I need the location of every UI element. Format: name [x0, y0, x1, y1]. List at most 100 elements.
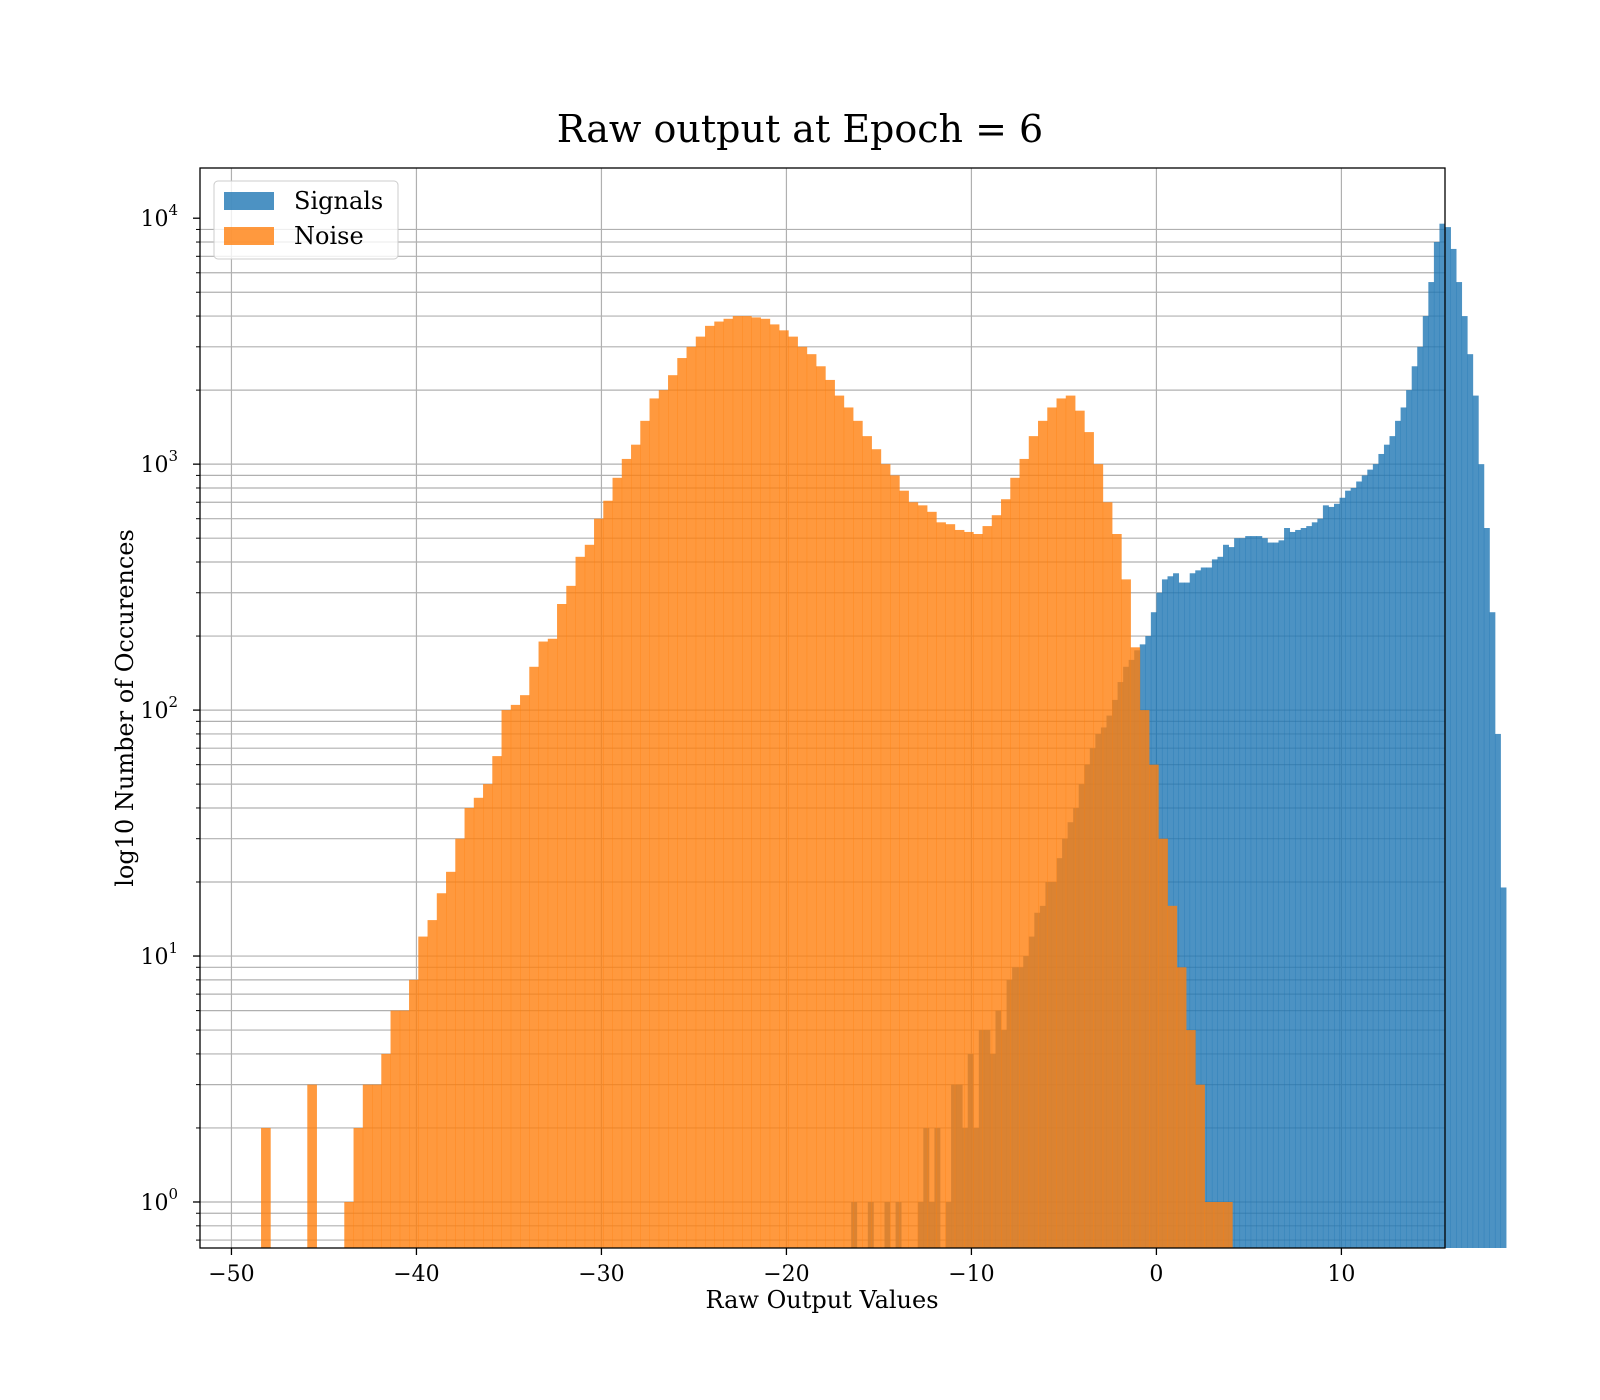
bar-1-56 — [760, 318, 771, 1248]
y-tick-label-2: 102 — [140, 693, 178, 724]
bar-1-92 — [1093, 464, 1104, 1248]
bar-0-107 — [1445, 227, 1451, 1248]
bar-1-36 — [575, 556, 586, 1248]
bar-1-16 — [390, 1010, 401, 1248]
bar-1-81 — [991, 515, 1002, 1248]
bar-1-19 — [418, 936, 428, 1248]
bar-0-115 — [1489, 612, 1496, 1248]
bar-0-70 — [1239, 538, 1246, 1248]
bar-1-101 — [1176, 967, 1187, 1248]
y-tick-label-1: 101 — [140, 939, 178, 970]
bar-1-77 — [954, 529, 965, 1248]
bar-1-17 — [399, 1010, 410, 1248]
bar-1-44 — [649, 398, 660, 1249]
bar-0-104 — [1428, 282, 1435, 1248]
bar-1-42 — [631, 444, 641, 1248]
bar-1-75 — [936, 522, 946, 1248]
plot-area-frame — [199, 167, 1446, 1249]
bar-1-102 — [1186, 1030, 1196, 1248]
bar-1-50 — [705, 325, 715, 1248]
bar-1-79 — [973, 533, 983, 1248]
bar-1-52 — [723, 318, 734, 1248]
bar-1-98 — [1149, 764, 1159, 1248]
bar-0-68 — [1228, 547, 1235, 1248]
bar-1-37 — [584, 544, 595, 1248]
bar-0-72 — [1250, 536, 1257, 1248]
bar-1-33 — [547, 638, 558, 1248]
bar-1-97 — [1139, 710, 1150, 1248]
bar-1-93 — [1102, 502, 1113, 1248]
bar-0-114 — [1483, 528, 1490, 1248]
y-tick-label-4: 104 — [140, 201, 178, 232]
bar-0-87 — [1334, 503, 1340, 1248]
bar-1-69 — [880, 464, 891, 1248]
bar-1-30 — [520, 695, 530, 1248]
legend-swatch-noise — [224, 227, 274, 245]
bar-1-54 — [742, 316, 752, 1248]
legend-swatch-signals — [224, 192, 274, 210]
bar-0-97 — [1389, 436, 1396, 1249]
bar-0-91 — [1356, 481, 1363, 1249]
bar-0-93 — [1367, 469, 1374, 1248]
bar-0-98 — [1395, 420, 1402, 1249]
bar-1-51 — [714, 321, 724, 1248]
y-axis-label: log10 Number of Occurences — [111, 529, 139, 887]
bar-0-102 — [1417, 346, 1424, 1248]
legend: Signals Noise — [213, 180, 399, 260]
bar-0-108 — [1450, 248, 1457, 1249]
bar-0-116 — [1494, 733, 1501, 1248]
y-tick-label-3: 103 — [140, 447, 178, 478]
bar-0-79 — [1289, 531, 1296, 1248]
bar-0-89 — [1345, 490, 1352, 1248]
bar-1-43 — [640, 420, 650, 1249]
bar-1-14 — [372, 1084, 382, 1248]
bar-0-103 — [1422, 316, 1429, 1248]
bar-1-11 — [344, 1201, 354, 1248]
x-tick-label-3: −20 — [763, 1262, 809, 1287]
x-tick-label-2: −30 — [578, 1262, 624, 1287]
bar-1-20 — [427, 920, 438, 1248]
bar-0-81 — [1300, 528, 1307, 1248]
bar-1-66 — [853, 420, 863, 1249]
bar-0-62 — [1195, 570, 1202, 1248]
x-tick-label-1: −40 — [393, 1262, 439, 1287]
bar-0-77 — [1278, 540, 1285, 1248]
bar-1-82 — [1001, 499, 1011, 1249]
bar-1-25 — [473, 797, 484, 1248]
bar-1-35 — [566, 585, 576, 1248]
bar-1-61 — [806, 354, 817, 1248]
bar-1-104 — [1204, 1201, 1215, 1248]
x-tick-label-4: −10 — [948, 1262, 994, 1287]
bar-1-89 — [1065, 395, 1076, 1248]
bar-1-83 — [1010, 477, 1020, 1248]
bar-1-38 — [594, 518, 604, 1248]
legend-label-signals: Signals — [294, 187, 383, 215]
chart-title: Raw output at Epoch = 6 — [557, 107, 1043, 151]
bar-1-59 — [788, 336, 798, 1249]
bar-1-2 — [261, 1127, 271, 1248]
bar-1-91 — [1084, 432, 1094, 1248]
bar-0-88 — [1339, 497, 1346, 1248]
bar-1-76 — [945, 524, 956, 1248]
bar-1-46 — [668, 375, 678, 1248]
bar-0-75 — [1267, 542, 1274, 1248]
legend-label-noise: Noise — [294, 222, 364, 250]
bar-1-12 — [353, 1127, 364, 1248]
bar-0-110 — [1461, 316, 1468, 1248]
bar-1-62 — [816, 366, 826, 1248]
bar-1-78 — [964, 531, 974, 1248]
bar-0-90 — [1350, 487, 1357, 1248]
bar-1-60 — [797, 346, 808, 1248]
bar-1-87 — [1047, 407, 1057, 1248]
bar-1-31 — [529, 666, 539, 1248]
bar-0-84 — [1317, 518, 1324, 1248]
x-axis-ticks: −50 −40 −30 −20 −10 0 10 — [208, 1248, 1355, 1287]
bar-1-100 — [1167, 905, 1178, 1248]
bar-1-67 — [862, 436, 872, 1249]
bar-0-94 — [1372, 464, 1379, 1248]
bar-0-61 — [1189, 573, 1196, 1248]
bar-1-65 — [843, 407, 854, 1248]
bar-1-22 — [446, 871, 456, 1248]
bar-1-41 — [621, 458, 632, 1249]
bar-0-64 — [1206, 567, 1213, 1248]
